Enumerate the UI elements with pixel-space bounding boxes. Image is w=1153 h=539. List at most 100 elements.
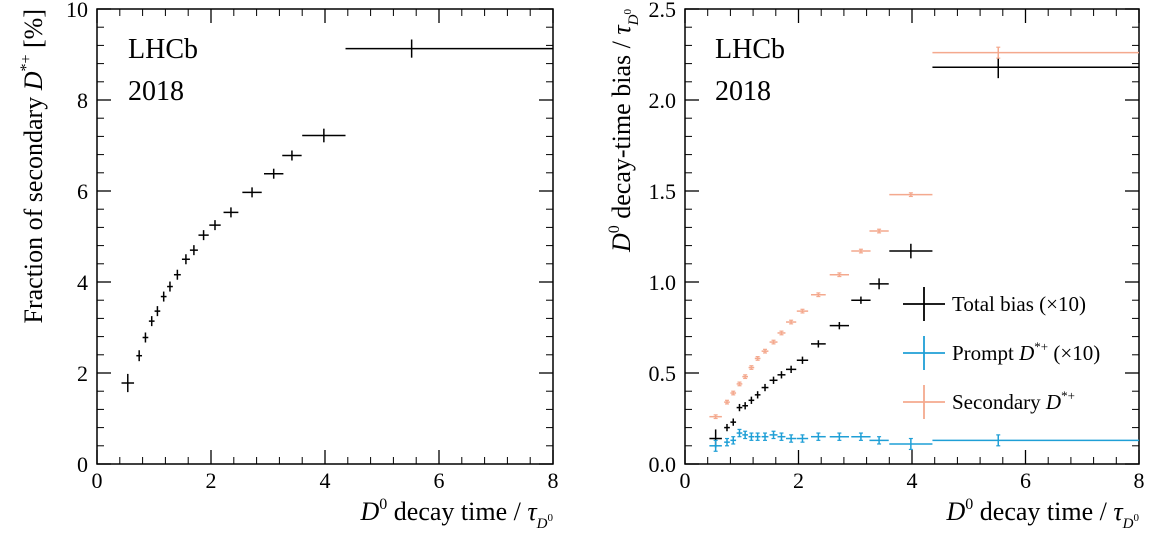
data-point (736, 403, 743, 412)
data-point (777, 371, 786, 379)
data-point (754, 432, 761, 441)
data-point (851, 296, 871, 304)
right-chart-panel: 0 2 4 6 8 0.0 0.5 1.0 1.5 2.0 2.5 LHCb 2018 D0 dec… (606, 0, 1145, 532)
data-point (777, 432, 786, 441)
y-tick-label: 10 (66, 0, 88, 22)
data-point (345, 39, 553, 58)
data-point (769, 339, 778, 345)
x-tick-label: 0 (92, 468, 103, 493)
data-point (796, 308, 809, 314)
y-tick-label: 1.5 (649, 179, 677, 204)
data-point (709, 414, 722, 420)
data-point (742, 402, 748, 410)
left-y-axis-title: Fraction of secondary D*+ [%] (18, 9, 48, 324)
data-point (851, 248, 871, 254)
data-point (198, 230, 209, 241)
x-tick-label: 2 (793, 468, 804, 493)
data-point (769, 430, 778, 440)
data-point (889, 437, 933, 451)
x-tick-label: 2 (206, 468, 217, 493)
data-point (777, 330, 786, 336)
data-point (742, 374, 748, 380)
data-point (748, 365, 755, 370)
data-point (724, 423, 730, 432)
data-point (223, 207, 239, 218)
data-point (761, 383, 769, 392)
data-point (754, 391, 761, 399)
y-tick-label: 2.0 (649, 88, 677, 113)
data-point (730, 436, 737, 445)
data-point (136, 350, 143, 362)
left-year-label: 2018 (128, 76, 184, 107)
data-point (709, 439, 722, 452)
x-tick-label: 4 (320, 468, 331, 493)
data-point (889, 192, 933, 198)
data-point (932, 434, 1139, 447)
data-point (761, 432, 769, 441)
data-point (754, 356, 761, 361)
data-point (869, 228, 889, 234)
y-tick-label: 2.5 (649, 0, 677, 22)
data-point (302, 128, 346, 143)
left-experiment-label: LHCb (128, 34, 198, 65)
data-point (786, 319, 797, 325)
y-tick-label: 4 (77, 270, 88, 295)
data-point (242, 187, 262, 198)
x-tick-label: 6 (1020, 468, 1031, 493)
data-point (869, 278, 889, 290)
data-point (796, 434, 809, 443)
data-point (851, 432, 871, 441)
right-y-axis-title: D0 decay-time bias / τD0 (606, 9, 642, 254)
legend-entry-secondary: Secondary D*+ (903, 385, 1075, 419)
data-point (730, 390, 737, 396)
data-point (264, 168, 284, 179)
y-tick-label: 8 (77, 88, 88, 113)
data-point (209, 220, 221, 231)
y-tick-label: 0.0 (649, 452, 677, 477)
x-tick-label: 0 (680, 468, 691, 493)
legend-entry-total-bias: Total bias (×10) (903, 287, 1086, 321)
data-point (736, 381, 743, 387)
x-tick-label: 8 (1134, 468, 1145, 493)
data-point (769, 376, 778, 384)
data-point (167, 281, 173, 292)
data-point (282, 150, 302, 161)
data-point (148, 316, 155, 327)
legend-label-prompt: Prompt D*+ (×10) (952, 339, 1100, 365)
data-point (829, 322, 850, 330)
data-point (932, 56, 1139, 79)
left-x-axis-title: D0 decay time / τD0 (360, 496, 554, 532)
data-point (829, 432, 850, 441)
data-point (761, 348, 769, 354)
data-point (786, 434, 797, 443)
data-point (829, 272, 850, 278)
right-x-axis-title: D0 decay time / τD0 (946, 496, 1140, 532)
data-point (810, 340, 826, 348)
data-point (189, 245, 198, 256)
data-point (889, 243, 933, 259)
right-year-label: 2018 (715, 76, 771, 107)
x-tick-label: 6 (434, 468, 445, 493)
data-point (160, 291, 167, 302)
data-point (121, 373, 135, 393)
data-point (796, 356, 809, 364)
data-point (742, 430, 748, 440)
data-point (154, 306, 161, 317)
y-tick-label: 1.0 (649, 270, 677, 295)
left-data-points (121, 39, 553, 393)
right-legend: Total bias (×10) Prompt D*+ (×10) Second… (903, 287, 1100, 419)
y-tick-label: 2 (77, 361, 88, 386)
y-tick-label: 0.5 (649, 361, 677, 386)
data-point (810, 292, 826, 298)
data-point (173, 269, 181, 280)
legend-label-total-bias: Total bias (×10) (952, 292, 1086, 316)
y-tick-label: 0 (77, 452, 88, 477)
data-point (724, 399, 730, 405)
data-point (181, 254, 190, 265)
right-data-points (709, 46, 1139, 452)
data-point (786, 365, 797, 373)
x-tick-label: 4 (907, 468, 918, 493)
data-point (724, 437, 730, 447)
x-tick-label: 8 (548, 468, 559, 493)
